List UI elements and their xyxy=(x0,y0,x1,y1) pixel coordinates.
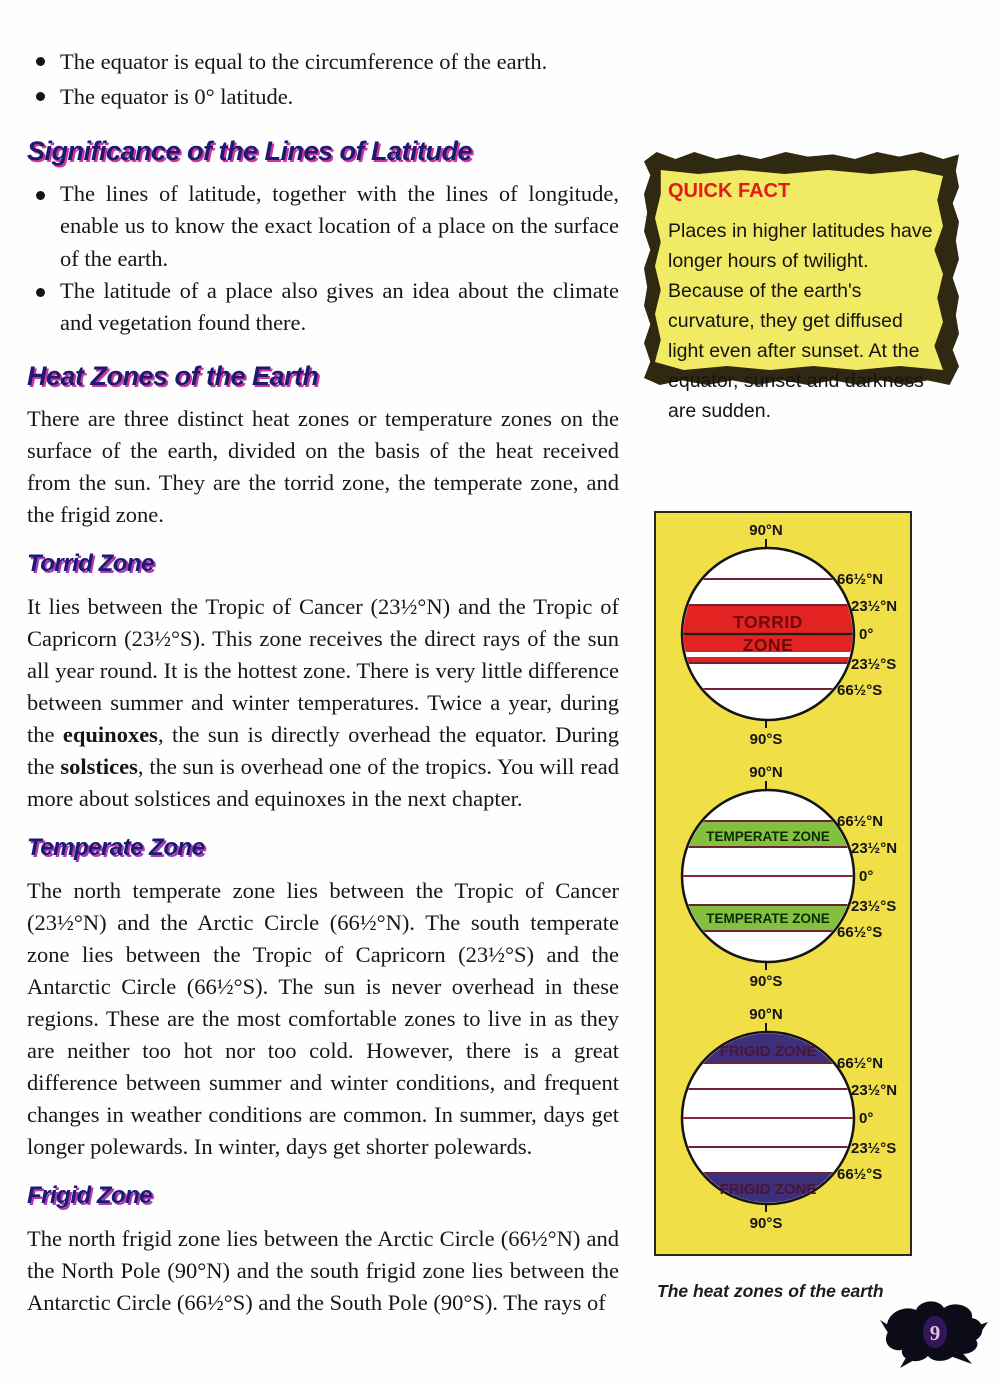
frigid-zone-label-north: FRIGID ZONE xyxy=(720,1043,817,1060)
torrid-text-2: , the sun is directly overhead the equat… xyxy=(27,722,619,780)
label-90n: 90°N xyxy=(749,1006,783,1023)
torrid-bold-solstices: solstices xyxy=(60,754,138,780)
temperate-band-north xyxy=(683,821,853,847)
label-23n: 23½°N xyxy=(851,598,897,615)
page-number-splat: 9 xyxy=(880,1301,988,1368)
quick-fact-box: QUICK FACT Places in higher latitudes ha… xyxy=(644,152,959,422)
label-23s: 23½°S xyxy=(851,1140,896,1157)
label-23s: 23½°S xyxy=(851,898,896,915)
subheading-frigid-zone: Frigid Zone xyxy=(27,1182,153,1210)
label-66s: 66½°S xyxy=(837,1166,882,1183)
label-90s: 90°S xyxy=(750,973,783,990)
torrid-text-3: , the sun is overhead one of the tropics… xyxy=(27,754,619,812)
frigid-zone-label-south: FRIGID ZONE xyxy=(720,1181,817,1198)
temperate-band-group xyxy=(683,820,853,932)
label-66s: 66½°S xyxy=(837,924,882,941)
label-66n: 66½°N xyxy=(837,571,883,588)
torrid-text-1: It lies between the Tropic of Cancer (23… xyxy=(27,594,619,748)
label-66n: 66½°N xyxy=(837,813,883,830)
bullet-item: The lines of latitude, together with the… xyxy=(27,178,619,275)
globe-outline xyxy=(680,1030,856,1206)
torrid-zone-paragraph: It lies between the Tropic of Cancer (23… xyxy=(27,591,619,815)
section-heading-heat-zones: Heat Zones of the Earth xyxy=(27,361,319,392)
label-66n: 66½°N xyxy=(837,1055,883,1072)
ink-splat-spike xyxy=(900,1354,916,1368)
torrid-zone-globe: TORRID ZONE 90°N 66½°N 23½°N 0° 23½°S 66… xyxy=(680,522,897,748)
globe-outline xyxy=(680,788,856,964)
bullet-item: The equator is 0° latitude. xyxy=(27,79,619,114)
bullet-text: The equator is equal to the circumferenc… xyxy=(60,49,548,74)
heat-zones-diagram-panel: TORRID ZONE 90°N 66½°N 23½°N 0° 23½°S 66… xyxy=(654,511,912,1256)
band-highlight xyxy=(683,652,853,657)
torrid-zone-label-line2: ZONE xyxy=(743,635,794,655)
bullet-icon xyxy=(36,57,45,66)
main-text-column: The equator is equal to the circumferenc… xyxy=(27,44,619,1323)
temperate-zone-paragraph: The north temperate zone lies between th… xyxy=(27,878,619,1160)
page-number-medallion xyxy=(923,1316,947,1348)
label-90s: 90°S xyxy=(750,1215,783,1232)
globe-outline xyxy=(680,546,856,722)
quick-fact-title: QUICK FACT xyxy=(668,180,791,202)
bullet-icon xyxy=(36,191,45,200)
subheading-temperate-zone: Temperate Zone xyxy=(27,834,205,862)
temperate-zone-label-north: TEMPERATE ZONE xyxy=(706,829,830,844)
label-66s: 66½°S xyxy=(837,682,882,699)
label-23n: 23½°N xyxy=(851,840,897,857)
quick-fact-text: Places in higher latitudes have longer h… xyxy=(668,220,933,422)
bullet-text: The latitude of a place also gives an id… xyxy=(60,277,619,336)
label-90s: 90°S xyxy=(750,731,783,748)
label-0: 0° xyxy=(859,1110,873,1127)
bullet-item: The latitude of a place also gives an id… xyxy=(27,275,619,340)
bullet-icon xyxy=(36,287,45,297)
significance-bullets: The lines of latitude, together with the… xyxy=(27,178,619,339)
label-0: 0° xyxy=(859,868,873,885)
page-number: 9 xyxy=(930,1321,941,1345)
label-90n: 90°N xyxy=(749,522,783,539)
label-90n: 90°N xyxy=(749,764,783,781)
section-heading-significance: Significance of the Lines of Latitude xyxy=(27,136,473,166)
heat-zones-paragraph: There are three distinct heat zones or t… xyxy=(27,406,619,528)
frigid-zone-paragraph: The north frigid zone lies between the A… xyxy=(27,1226,619,1316)
torrid-bold-equinoxes: equinoxes xyxy=(62,722,158,748)
quick-fact-paper xyxy=(655,170,943,370)
bullet-text: The equator is 0° latitude. xyxy=(60,84,294,109)
ink-splat-spike xyxy=(950,1350,972,1364)
subheading-torrid-zone: Torrid Zone xyxy=(27,550,154,578)
bullet-icon xyxy=(36,92,45,101)
label-23n: 23½°N xyxy=(851,1082,897,1099)
diagram-caption: The heat zones of the earth xyxy=(657,1281,884,1301)
frigid-zone-globe: FRIGID ZONE FRIGID ZONE 90°N 66½°N 23½°N… xyxy=(680,1006,897,1232)
bullet-text: The lines of latitude, together with the… xyxy=(60,181,619,271)
quick-fact-content: QUICK FACT Places in higher latitudes ha… xyxy=(668,180,937,426)
torrid-zone-label-line1: TORRID xyxy=(733,612,803,632)
label-0: 0° xyxy=(859,626,873,643)
temperate-band-south xyxy=(683,905,853,931)
ink-splat-spike xyxy=(976,1322,988,1336)
ink-splat-spike xyxy=(880,1320,890,1336)
bullet-item: The equator is equal to the circumferenc… xyxy=(27,44,619,79)
temperate-zone-globe: TEMPERATE ZONE TEMPERATE ZONE 90°N 66½°N… xyxy=(680,764,897,990)
label-23s: 23½°S xyxy=(851,656,896,673)
temperate-zone-label-south: TEMPERATE ZONE xyxy=(706,911,830,926)
